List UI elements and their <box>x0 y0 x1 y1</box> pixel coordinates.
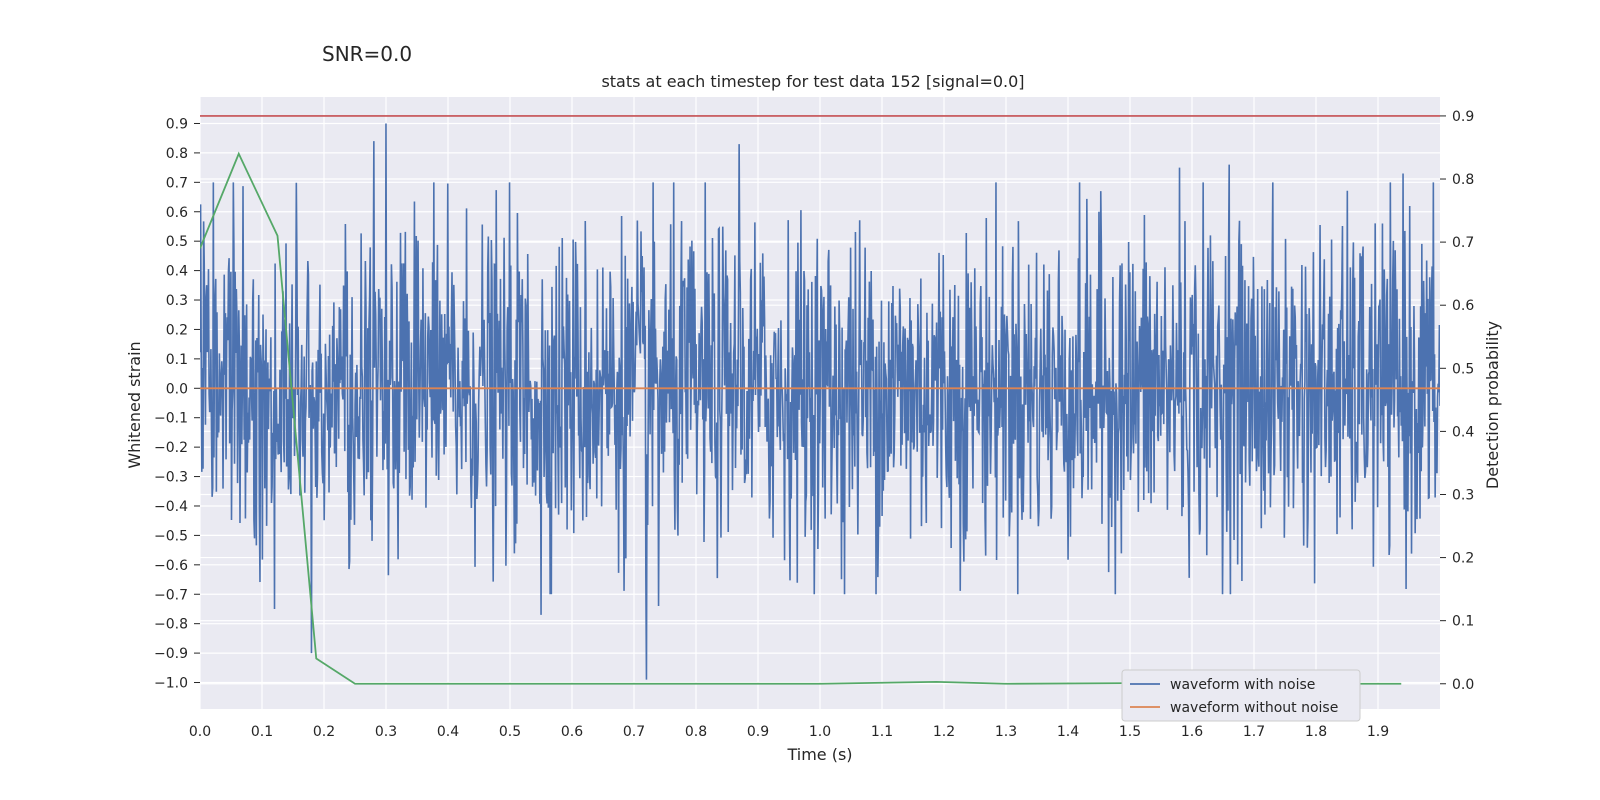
x-tick-label: 1.8 <box>1305 724 1327 740</box>
y-tick-label: −0.6 <box>154 558 188 574</box>
y-tick-label: −0.1 <box>154 411 188 427</box>
y-tick-label: 0.1 <box>166 352 188 368</box>
legend-box <box>1121 669 1361 722</box>
y-axis-label: Whitened strain <box>125 341 144 468</box>
y-tick-label: 0.2 <box>166 322 188 338</box>
x-tick-label: 1.0 <box>809 724 831 740</box>
y-tick-label: 0.8 <box>166 146 188 162</box>
y2-tick-label: 0.8 <box>1452 172 1474 188</box>
y-tick-label: −0.7 <box>154 587 188 603</box>
legend-label-clean: waveform without noise <box>1170 700 1338 716</box>
y-tick-label: 0.9 <box>166 116 188 132</box>
x-tick-label: 0.8 <box>685 724 707 740</box>
y2-tick-label: 0.0 <box>1452 677 1474 693</box>
y2-tick-label: 0.9 <box>1452 109 1474 125</box>
x-axis-label: Time (s) <box>786 745 852 764</box>
y-tick-label: 0.3 <box>166 293 188 309</box>
x-tick-label: 0.1 <box>251 724 273 740</box>
series-layer <box>200 115 1440 685</box>
x-tick-label: 0.2 <box>313 724 335 740</box>
x-tick-label: 0.7 <box>623 724 645 740</box>
x-tick-label: 1.5 <box>1119 724 1141 740</box>
x-tick-label: 0.3 <box>375 724 397 740</box>
legend: waveform with noise waveform without noi… <box>1121 669 1361 722</box>
y2-tick-label: 0.3 <box>1452 487 1474 503</box>
y2-tick-label: 0.1 <box>1452 614 1474 630</box>
chart-title: stats at each timestep for test data 152… <box>601 72 1024 91</box>
series-line-noise <box>200 123 1440 680</box>
x-tick-label: 0.0 <box>189 724 211 740</box>
x-tick-label: 0.5 <box>499 724 521 740</box>
x-tick-label: 0.9 <box>747 724 769 740</box>
x-tick-label: 1.6 <box>1181 724 1203 740</box>
y-tick-label: 0.6 <box>166 205 188 221</box>
y-tick-label: 0.4 <box>166 264 188 280</box>
x-tick-label: 1.9 <box>1367 724 1389 740</box>
y-tick-label: −0.9 <box>154 646 188 662</box>
y2-tick-label: 0.4 <box>1452 424 1474 440</box>
y-tick-label: −0.5 <box>154 528 188 544</box>
x-tick-label: 1.1 <box>871 724 893 740</box>
y-tick-label: −0.8 <box>154 617 188 633</box>
y2-tick-label: 0.7 <box>1452 235 1474 251</box>
y-tick-label: 0.7 <box>166 175 188 191</box>
x-axis: 0.0 0.1 0.2 0.3 0.4 0.5 0.6 0.7 0.8 0.9 1.0 1.1 1.2 1… <box>189 724 1389 740</box>
y2-tick-label: 0.5 <box>1452 361 1474 377</box>
y2-axis-label: Detection probability <box>1483 321 1502 489</box>
y-tick-label: −0.2 <box>154 440 188 456</box>
x-tick-label: 1.7 <box>1243 724 1265 740</box>
x-tick-label: 1.3 <box>995 724 1017 740</box>
y-tick-label: −1.0 <box>154 676 188 692</box>
x-tick-label: 1.2 <box>933 724 955 740</box>
x-tick-label: 0.6 <box>561 724 583 740</box>
y-tick-label: 0.0 <box>166 381 188 397</box>
y-tick-label: −0.4 <box>154 499 188 515</box>
y-axis-right: 0.9 0.8 0.7 0.6 0.5 0.4 0.3 0.2 0.1 0.0 <box>1440 109 1474 693</box>
y2-tick-label: 0.6 <box>1452 298 1474 314</box>
y-axis-left: 0.9 0.8 0.7 0.6 0.5 0.4 0.3 0.2 0.1 0.0 −0.1 −0.2 −0… <box>154 116 200 692</box>
suptitle: SNR=0.0 <box>322 42 412 66</box>
y2-tick-label: 0.2 <box>1452 551 1474 567</box>
y-tick-label: 0.5 <box>166 234 188 250</box>
x-tick-label: 0.4 <box>437 724 459 740</box>
y-tick-label: −0.3 <box>154 470 188 486</box>
legend-label-noise: waveform with noise <box>1170 677 1315 693</box>
x-tick-label: 1.4 <box>1057 724 1079 740</box>
